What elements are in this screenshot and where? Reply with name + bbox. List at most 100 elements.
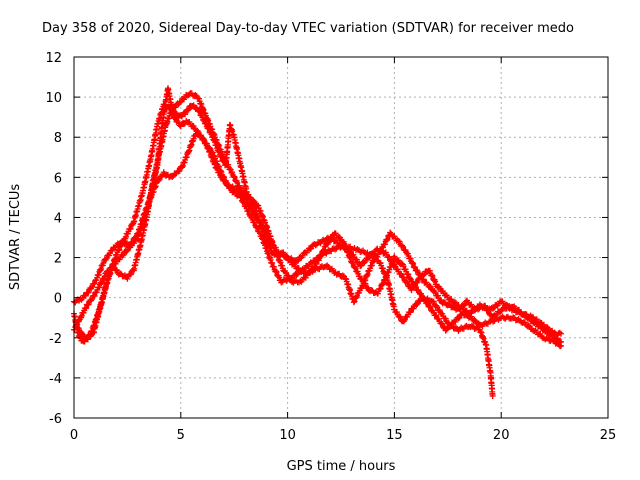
data-point: [247, 204, 254, 211]
data-point: [525, 322, 532, 329]
data-point: [85, 301, 92, 308]
data-point: [558, 342, 565, 349]
x-tick-label: 25: [600, 428, 617, 443]
data-point: [380, 280, 387, 287]
data-point: [220, 153, 227, 160]
data-point: [91, 281, 98, 288]
data-point: [127, 225, 134, 232]
data-point: [224, 181, 231, 188]
x-tick-label: 5: [177, 428, 185, 443]
data-point: [504, 302, 511, 309]
data-point: [371, 250, 378, 257]
data-point: [429, 273, 436, 280]
data-point: [412, 283, 419, 290]
y-tick-label: 2: [54, 252, 62, 267]
data-point: [371, 256, 378, 263]
data-point: [407, 309, 414, 316]
data-point: [490, 318, 497, 325]
data-point: [514, 317, 521, 324]
data-point: [353, 256, 360, 263]
data-point: [82, 335, 89, 342]
data-point: [218, 173, 225, 180]
data-point: [456, 314, 463, 321]
data-point: [119, 252, 126, 259]
data-point: [525, 314, 532, 321]
data-point: [420, 272, 427, 279]
data-point: [185, 106, 192, 113]
data-point: [96, 284, 103, 291]
data-point: [262, 236, 269, 243]
data-point: [350, 299, 357, 306]
data-point: [231, 173, 238, 180]
data-point: [497, 308, 504, 315]
data-point: [98, 280, 105, 287]
data-point: [273, 269, 280, 276]
data-point: [116, 256, 123, 263]
data-point: [332, 246, 339, 253]
data-point: [409, 278, 416, 285]
data-point: [122, 233, 129, 240]
data-point: [278, 279, 285, 286]
chart-title: Day 358 of 2020, Sidereal Day-to-day VTE…: [42, 21, 574, 36]
data-point: [182, 111, 189, 118]
data-point: [229, 169, 236, 176]
data-point: [313, 260, 320, 267]
data-point: [430, 298, 437, 305]
data-point: [438, 320, 445, 327]
data-point: [119, 238, 126, 245]
data-point: [156, 176, 163, 183]
data-point: [377, 247, 384, 254]
data-point: [227, 166, 234, 173]
data-point: [176, 167, 183, 174]
data-point: [307, 269, 314, 276]
data-point: [377, 285, 384, 292]
data-point: [325, 239, 332, 246]
data-point: [221, 177, 228, 184]
data-point: [88, 284, 95, 291]
data-point: [472, 325, 479, 332]
data-point: [400, 263, 407, 270]
data-point: [413, 301, 420, 308]
data-point: [442, 327, 449, 334]
data-point: [558, 330, 565, 337]
data-point: [500, 314, 507, 321]
data-point: [176, 99, 183, 106]
x-tick-label: 0: [70, 428, 78, 443]
data-point: [115, 247, 122, 254]
data-point: [489, 305, 496, 312]
data-point: [417, 275, 424, 282]
data-point: [181, 120, 188, 127]
data-point: [382, 277, 389, 284]
data-point: [318, 252, 325, 259]
data-point: [321, 246, 328, 253]
x-axis-label: GPS time / hours: [287, 459, 396, 474]
data-point: [468, 322, 475, 329]
data-point: [458, 324, 465, 331]
y-tick-label: -6: [49, 412, 62, 427]
data-point: [543, 327, 550, 334]
y-tick-label: 6: [54, 171, 62, 186]
data-point: [250, 197, 257, 204]
data-point: [352, 265, 359, 272]
data-point: [172, 104, 179, 111]
x-tick-label: 20: [493, 428, 510, 443]
data-point: [351, 298, 358, 305]
data-point: [435, 315, 442, 322]
data-point: [397, 314, 404, 321]
data-point: [410, 305, 417, 312]
data-point: [410, 260, 417, 267]
data-point: [413, 267, 420, 274]
data-point: [123, 248, 130, 255]
data-point: [245, 199, 252, 206]
plot-frame: [73, 56, 609, 419]
data-point: [484, 306, 491, 313]
data-point: [295, 257, 302, 264]
data-point: [407, 255, 414, 262]
y-axis-label: SDTVAR / TECUs: [8, 184, 23, 291]
data-point: [404, 279, 411, 286]
data-point: [192, 91, 199, 98]
data-point: [393, 309, 400, 316]
data-point: [108, 247, 115, 254]
x-tick-label: 15: [386, 428, 403, 443]
data-point: [398, 271, 405, 278]
